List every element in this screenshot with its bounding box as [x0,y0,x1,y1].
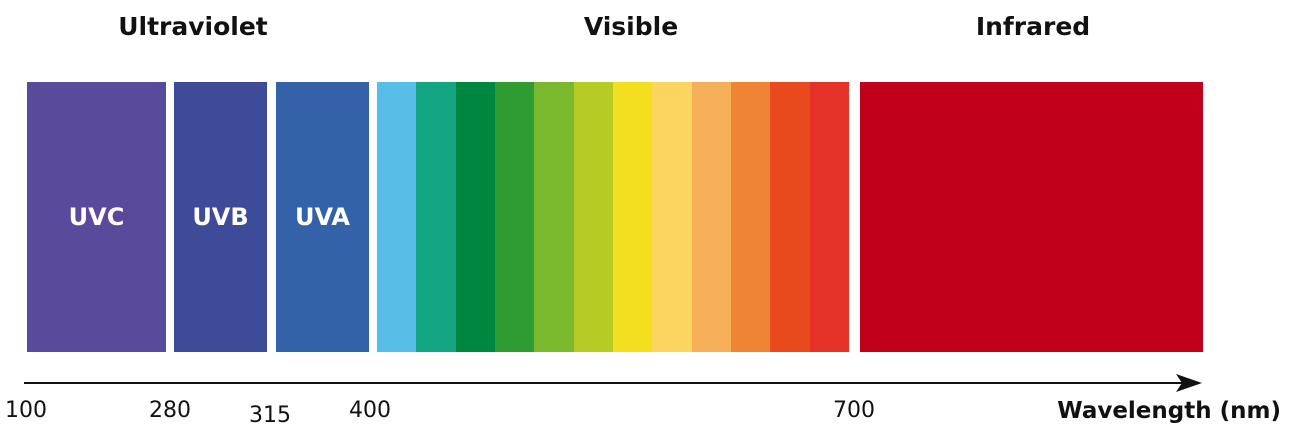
tick-label-700: 700 [833,398,875,423]
region-title-visible: Visible [583,12,679,41]
visible-stripe-8 [652,82,692,352]
tick-label-100: 100 [5,398,47,423]
visible-stripe-2 [416,82,456,352]
tick-label-315: 315 [249,403,291,428]
band-uva: UVA [276,82,369,352]
visible-stripe-7 [612,82,653,352]
visible-stripe-3 [455,82,495,352]
tick-label-280: 280 [149,398,191,423]
visible-stripe-10 [730,82,771,352]
region-title-ultraviolet: Ultraviolet [118,12,268,41]
visible-stripe-1 [377,82,417,352]
band-label-uvb: UVB [192,203,249,231]
band-uvb: UVB [174,82,267,352]
visible-stripe-4 [494,82,535,352]
visible-stripe-9 [691,82,731,352]
band-label-uvc: UVC [68,203,125,231]
band-uvc: UVC [27,82,166,352]
visible-stripe-12 [809,82,849,352]
axis-title: Wavelength (nm) [1057,398,1281,424]
visible-stripe-6 [573,82,613,352]
visible-spectrum [377,82,849,352]
region-title-infrared: Infrared [975,12,1091,41]
visible-stripe-11 [770,82,810,352]
band-label-uva: UVA [294,203,350,231]
wavelength-axis-arrow [24,374,1202,392]
band-infrared [860,82,1203,352]
visible-stripe-5 [534,82,574,352]
tick-label-400: 400 [349,398,391,423]
